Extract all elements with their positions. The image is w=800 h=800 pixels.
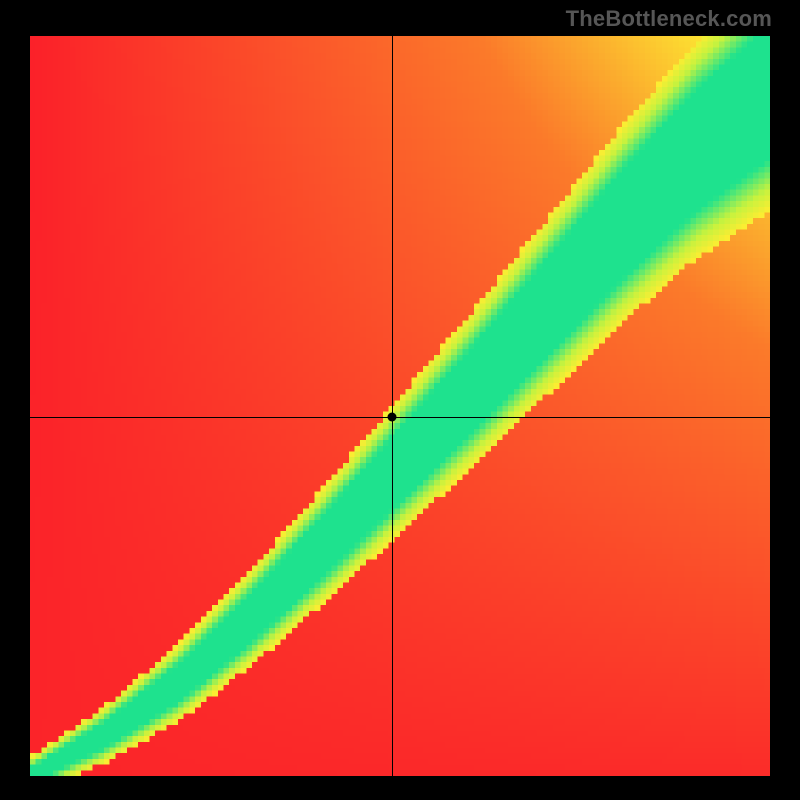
crosshair-horizontal <box>30 417 770 418</box>
crosshair-marker <box>387 413 396 422</box>
crosshair-vertical <box>392 36 393 776</box>
heatmap-plot <box>30 36 770 776</box>
heatmap-canvas <box>30 36 770 776</box>
watermark-text: TheBottleneck.com <box>566 6 772 32</box>
